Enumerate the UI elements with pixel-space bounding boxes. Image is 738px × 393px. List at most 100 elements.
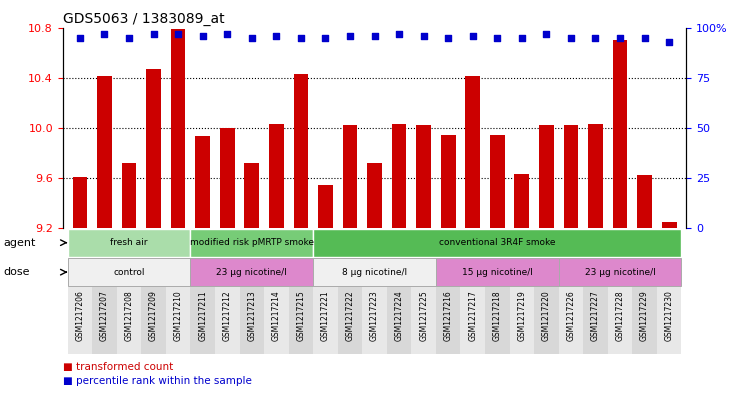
Bar [564, 125, 579, 228]
Bar [461, 287, 485, 354]
Text: GSM1217216: GSM1217216 [444, 290, 452, 341]
Text: fresh air: fresh air [110, 238, 148, 247]
Text: GSM1217225: GSM1217225 [419, 290, 428, 341]
Text: ■ percentile rank within the sample: ■ percentile rank within the sample [63, 376, 252, 386]
Bar [220, 128, 235, 228]
Text: GSM1217230: GSM1217230 [665, 290, 674, 341]
Text: ■ transformed count: ■ transformed count [63, 362, 173, 373]
Text: conventional 3R4F smoke: conventional 3R4F smoke [439, 238, 556, 247]
Bar [269, 124, 283, 228]
Point [270, 32, 282, 39]
Bar [583, 287, 608, 354]
Point [295, 35, 307, 41]
Bar [338, 287, 362, 354]
Bar [637, 175, 652, 228]
Point [246, 35, 258, 41]
Point [492, 35, 503, 41]
Text: 23 μg nicotine/l: 23 μg nicotine/l [584, 268, 655, 277]
Text: GSM1217209: GSM1217209 [149, 290, 158, 341]
Bar [72, 176, 87, 228]
Bar [170, 29, 185, 228]
Bar [466, 76, 480, 228]
Bar [313, 258, 436, 286]
Text: GDS5063 / 1383089_at: GDS5063 / 1383089_at [63, 13, 224, 26]
Bar [146, 69, 161, 228]
Bar [92, 287, 117, 354]
Bar [68, 287, 92, 354]
Bar [141, 287, 166, 354]
Bar [436, 258, 559, 286]
Text: GSM1217221: GSM1217221 [321, 290, 330, 341]
Point [172, 30, 184, 37]
Text: GSM1217223: GSM1217223 [370, 290, 379, 341]
Bar [240, 287, 264, 354]
Point [197, 32, 209, 39]
Bar [436, 287, 461, 354]
Text: 8 μg nicotine/l: 8 μg nicotine/l [342, 268, 407, 277]
Bar [190, 229, 313, 257]
Bar [166, 287, 190, 354]
Bar [313, 229, 681, 257]
Text: GSM1217217: GSM1217217 [468, 290, 477, 341]
Bar [122, 163, 137, 228]
Bar [411, 287, 436, 354]
Bar [244, 163, 259, 228]
Text: modified risk pMRTP smoke: modified risk pMRTP smoke [190, 238, 314, 247]
Bar [117, 287, 141, 354]
Point [320, 35, 331, 41]
Bar [657, 287, 681, 354]
Bar [264, 287, 289, 354]
Bar [313, 287, 338, 354]
Bar [294, 74, 308, 228]
Text: GSM1217208: GSM1217208 [125, 290, 134, 341]
Bar [342, 125, 357, 228]
Bar [416, 125, 431, 228]
Bar [559, 287, 583, 354]
Bar [362, 287, 387, 354]
Text: GSM1217228: GSM1217228 [615, 290, 624, 341]
Text: GSM1217213: GSM1217213 [247, 290, 256, 341]
Bar [509, 287, 534, 354]
Bar [559, 258, 681, 286]
Bar [68, 258, 190, 286]
Text: GSM1217210: GSM1217210 [173, 290, 182, 341]
Bar [608, 287, 632, 354]
Text: GSM1217212: GSM1217212 [223, 290, 232, 341]
Text: 23 μg nicotine/l: 23 μg nicotine/l [216, 268, 287, 277]
Bar [190, 287, 215, 354]
Point [590, 35, 601, 41]
Bar [539, 125, 554, 228]
Point [99, 30, 111, 37]
Text: GSM1217220: GSM1217220 [542, 290, 551, 341]
Bar [196, 136, 210, 228]
Text: dose: dose [4, 267, 30, 277]
Bar [387, 287, 411, 354]
Point [565, 35, 577, 41]
Text: GSM1217207: GSM1217207 [100, 290, 109, 341]
Bar [68, 229, 190, 257]
Bar [392, 124, 407, 228]
Point [368, 32, 381, 39]
Bar [588, 124, 603, 228]
Point [614, 35, 626, 41]
Text: agent: agent [4, 238, 36, 248]
Bar [215, 287, 240, 354]
Bar [289, 287, 313, 354]
Text: GSM1217218: GSM1217218 [493, 290, 502, 341]
Text: GSM1217206: GSM1217206 [75, 290, 84, 341]
Text: 15 μg nicotine/l: 15 μg nicotine/l [462, 268, 533, 277]
Point [540, 30, 552, 37]
Bar [441, 135, 455, 228]
Bar [613, 40, 627, 228]
Text: GSM1217227: GSM1217227 [591, 290, 600, 341]
Point [221, 30, 233, 37]
Point [467, 32, 479, 39]
Point [148, 30, 159, 37]
Text: GSM1217215: GSM1217215 [297, 290, 306, 341]
Bar [368, 163, 382, 228]
Point [516, 35, 528, 41]
Text: GSM1217211: GSM1217211 [199, 290, 207, 341]
Text: GSM1217219: GSM1217219 [517, 290, 526, 341]
Point [663, 39, 675, 45]
Point [393, 30, 405, 37]
